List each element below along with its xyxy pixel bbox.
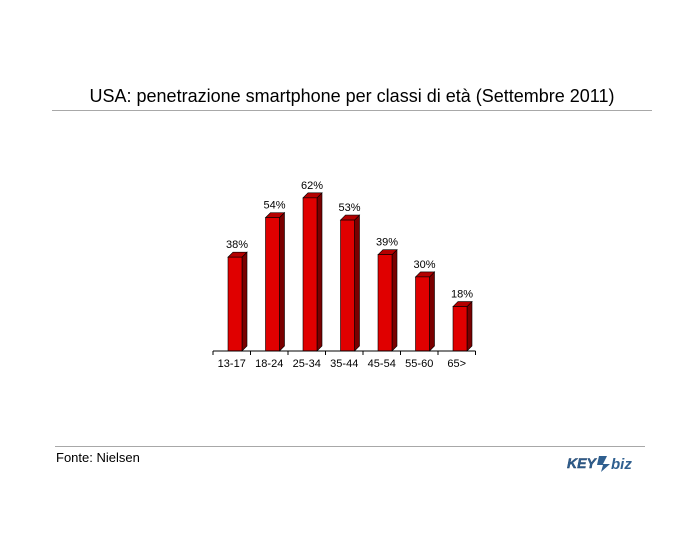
x-tick-label-55-60: 55-60: [405, 358, 433, 370]
bar-side-face: [316, 192, 323, 352]
x-tick-label-45-54: 45-54: [368, 358, 396, 370]
data-label-25-34: 62%: [301, 180, 323, 192]
bar-side-face: [279, 211, 285, 352]
bar-45-54: [377, 248, 398, 352]
data-label-55-60: 30%: [413, 259, 435, 271]
logo-key-text: KEY: [567, 455, 597, 471]
bar-front-face: [377, 254, 393, 352]
bar-25-34: [302, 192, 323, 352]
bar-18-24: [264, 211, 286, 352]
data-label-45-54: 39%: [376, 237, 398, 249]
x-tick-label-13-17: 13-17: [218, 358, 246, 370]
data-label-13-17: 38%: [226, 239, 248, 251]
x-tick-label-18-24: 18-24: [255, 358, 283, 370]
bar-front-face: [340, 219, 355, 352]
x-tick-label-65>: 65>: [447, 358, 466, 370]
x-tick-label-25-34: 25-34: [293, 358, 321, 370]
bar-35-44: [339, 214, 361, 352]
bar-65>: [452, 300, 473, 352]
x-axis: 13-17 18-24 25-34 35-44 45-54 55-60 65>: [212, 350, 476, 370]
bar-side-face: [391, 248, 398, 352]
bar-front-face: [227, 256, 243, 352]
bar-front-face: [415, 276, 430, 352]
data-label-65>: 18%: [451, 289, 473, 301]
bars-group: [227, 192, 473, 352]
data-labels-group: 38% 54% 62% 53% 39% 30% 18%: [226, 180, 473, 301]
footer-divider: [55, 446, 645, 447]
x-tick-label-35-44: 35-44: [330, 358, 358, 370]
bar-front-face: [452, 306, 468, 352]
key4biz-logo: KEY biz: [567, 455, 633, 473]
bar-13-17: [227, 251, 248, 352]
logo-bolt-icon: [597, 456, 610, 472]
source-note: Fonte: Nielsen: [56, 450, 140, 465]
title-divider: [52, 110, 652, 111]
bar-side-face: [429, 271, 435, 352]
data-label-35-44: 53%: [338, 202, 360, 214]
data-label-18-24: 54%: [263, 200, 285, 212]
chart-title: USA: penetrazione smartphone per classi …: [89, 86, 615, 106]
bar-side-face: [466, 300, 473, 352]
logo-biz-text: biz: [611, 456, 632, 473]
bar-front-face: [302, 197, 318, 352]
bar-55-60: [414, 271, 436, 352]
bar-side-face: [241, 251, 248, 352]
bar-side-face: [354, 214, 360, 352]
bar-front-face: [265, 217, 280, 352]
